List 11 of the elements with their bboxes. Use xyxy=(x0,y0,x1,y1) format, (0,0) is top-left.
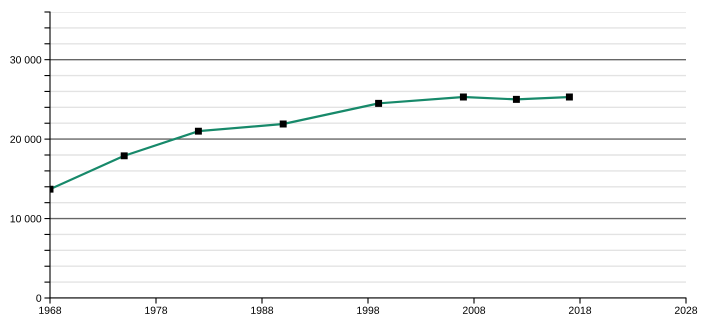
x-tick-label: 1978 xyxy=(145,306,168,314)
y-tick-label: 30 000 xyxy=(10,56,42,64)
x-tick-label: 1988 xyxy=(251,306,274,314)
x-tick-label: 2018 xyxy=(568,306,592,314)
y-tick-label: 20 000 xyxy=(10,136,42,143)
x-tick-label: 2008 xyxy=(462,306,486,314)
x-tick-label: 1968 xyxy=(39,306,62,314)
x-tick-label: 1998 xyxy=(357,306,380,314)
y-tick-label: 0 xyxy=(36,294,42,302)
y-tick-label: 10 000 xyxy=(10,215,42,222)
x-tick-label: 2028 xyxy=(674,306,698,314)
